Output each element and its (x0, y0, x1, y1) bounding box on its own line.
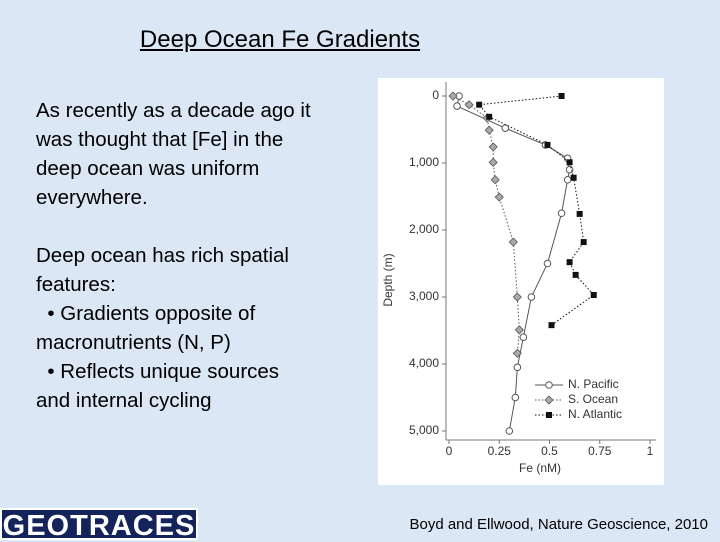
y-tick-label: 2,000 (409, 222, 439, 236)
point (557, 209, 566, 218)
legend-marker (544, 395, 554, 405)
legend-label: S. Ocean (568, 392, 618, 406)
point (544, 141, 551, 148)
text-line: everywhere. (36, 186, 148, 209)
point (511, 393, 520, 402)
point (508, 237, 518, 247)
point (565, 165, 574, 174)
text-line: features: (36, 273, 116, 296)
point (513, 363, 522, 372)
point (527, 293, 536, 301)
legend-marker (546, 412, 552, 418)
text-line: • Gradients opposite of (36, 302, 256, 325)
point (558, 93, 565, 99)
legend-label: N. Atlantic (568, 407, 622, 421)
y-axis-label: Depth (m) (381, 253, 395, 306)
y-tick-label: 1,000 (409, 155, 439, 169)
point (494, 192, 504, 202)
point (580, 239, 587, 246)
point (572, 271, 579, 278)
paragraph: Deep ocean has rich spatial features: • G… (36, 241, 366, 415)
point (548, 322, 555, 329)
x-tick-label: 0.5 (541, 444, 558, 458)
text-line: As recently as a decade ago it (36, 99, 311, 122)
point (543, 259, 552, 268)
point (486, 113, 493, 120)
x-tick-label: 0.75 (588, 444, 612, 458)
point (464, 100, 474, 110)
point (448, 91, 458, 101)
text-line: and internal cycling (36, 389, 212, 412)
text-line: was thought that [Fe] in the (36, 128, 284, 151)
x-axis-label: Fe (nM) (519, 461, 561, 475)
point (476, 101, 483, 108)
slide-title: Deep Ocean Fe Gradients (139, 26, 421, 53)
point (512, 292, 522, 302)
point (519, 333, 528, 342)
text-line: macronutrients (N, P) (36, 331, 231, 354)
y-tick-label: 0 (432, 88, 439, 102)
y-tick-label: 3,000 (409, 289, 439, 303)
point (505, 427, 514, 435)
point (490, 175, 500, 185)
point (488, 142, 498, 152)
logo: GEOTRACES (0, 508, 198, 542)
point (566, 159, 573, 166)
point (484, 125, 494, 135)
text-line: • Reflects unique sources (36, 360, 280, 383)
x-tick-label: 0 (446, 444, 453, 458)
point (514, 325, 524, 335)
y-tick-label: 5,000 (409, 423, 439, 437)
text-line: deep ocean was uniform (36, 157, 260, 180)
y-tick-label: 4,000 (409, 356, 439, 370)
citation: Boyd and Ellwood, Nature Geoscience, 201… (409, 516, 708, 533)
x-tick-label: 0.25 (488, 444, 512, 458)
point (488, 157, 498, 167)
figure-panel (378, 78, 664, 485)
point (566, 259, 573, 266)
point (453, 102, 461, 110)
point (576, 210, 583, 217)
series-line (456, 95, 571, 432)
series-line (478, 95, 595, 326)
text-line: Deep ocean has rich spatial (36, 244, 289, 267)
point (512, 348, 522, 358)
point (570, 174, 577, 181)
slide-body: As recently as a decade ago it was though… (36, 96, 366, 444)
point (563, 175, 572, 184)
x-tick-label: 1 (647, 444, 654, 458)
point (590, 291, 597, 298)
paragraph: As recently as a decade ago it was though… (36, 96, 366, 212)
series-line (452, 95, 520, 354)
legend-label: N. Pacific (568, 377, 619, 391)
legend-marker (545, 381, 553, 389)
